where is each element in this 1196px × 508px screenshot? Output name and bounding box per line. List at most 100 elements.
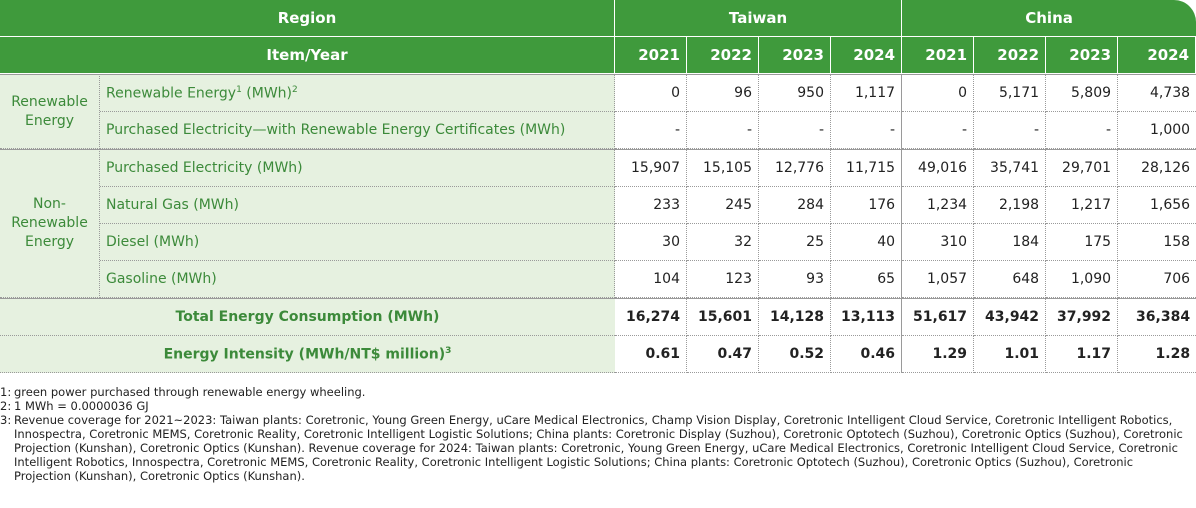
value-cell: 706 — [1118, 261, 1196, 298]
value-cell: 12,776 — [759, 149, 831, 187]
value-cell: 176 — [831, 187, 903, 224]
group-label: Non-Renewable Energy — [0, 149, 100, 298]
year-header: 2024 — [1118, 37, 1196, 74]
year-header: 2021 — [615, 37, 687, 74]
value-cell: 2,198 — [974, 187, 1047, 224]
value-cell: 1,090 — [1046, 261, 1119, 298]
value-cell: 184 — [974, 224, 1047, 261]
value-cell: - — [615, 112, 687, 149]
value-cell: 0 — [902, 74, 975, 112]
data-row: Diesel (MWh) 30 32 25 40 310 184 175 158 — [0, 224, 1196, 261]
region-name: China — [902, 0, 1196, 37]
value-cell: 1,000 — [1118, 112, 1196, 149]
label-text: Purchased Electricity—with Renewable Ene… — [106, 122, 566, 138]
footnote-ref: 1 — [236, 84, 242, 95]
item-label: Renewable Energy1 (MWh)2 — [100, 74, 615, 112]
value-cell: 950 — [759, 74, 831, 112]
item-label: Purchased Electricity—with Renewable Ene… — [100, 112, 615, 149]
value-cell: 5,171 — [974, 74, 1047, 112]
data-row: Purchased Electricity—with Renewable Ene… — [0, 112, 1196, 149]
value-cell: 0.61 — [615, 336, 687, 373]
year-header: 2023 — [759, 37, 831, 74]
footnotes: 1: green power purchased through renewabl… — [0, 385, 1196, 483]
value-cell: - — [902, 112, 975, 149]
label-text: Renewable Energy — [106, 85, 237, 102]
value-cell: 1.28 — [1118, 336, 1196, 373]
label-text: Total Energy Consumption (MWh) — [175, 309, 440, 325]
value-cell: 32 — [687, 224, 759, 261]
footnote-text: 1 MWh = 0.0000036 GJ — [14, 399, 149, 413]
value-cell: 49,016 — [902, 149, 975, 187]
value-cell: 16,274 — [615, 298, 687, 336]
value-cell: 30 — [615, 224, 687, 261]
value-cell: 93 — [759, 261, 831, 298]
footnote: 3: Revenue coverage for 2021~2023: Taiwan… — [0, 413, 1196, 483]
value-cell: - — [1046, 112, 1119, 149]
energy-table: Region Taiwan China Item/Year 2021 2022 2023 20… — [0, 0, 1196, 373]
footnote: 1: green power purchased through renewabl… — [0, 385, 1196, 399]
value-cell: 648 — [974, 261, 1047, 298]
footnote-ref: 3 — [445, 345, 452, 356]
data-row: Gasoline (MWh) 104 123 93 65 1,057 648 1,090 706 — [0, 261, 1196, 298]
value-cell: 14,128 — [759, 298, 831, 336]
value-cell: 175 — [1046, 224, 1119, 261]
year-header: 2023 — [1046, 37, 1119, 74]
value-cell: 1.17 — [1046, 336, 1119, 373]
value-cell: 0 — [615, 74, 687, 112]
value-cell: 36,384 — [1118, 298, 1196, 336]
item-label: Gasoline (MWh) — [100, 261, 615, 298]
value-cell: 65 — [831, 261, 903, 298]
value-cell: - — [831, 112, 903, 149]
group-label: Renewable Energy — [0, 74, 100, 149]
value-cell: - — [759, 112, 831, 149]
value-cell: 1,217 — [1046, 187, 1119, 224]
value-cell: - — [687, 112, 759, 149]
item-label: Purchased Electricity (MWh) — [100, 149, 615, 187]
value-cell: 233 — [615, 187, 687, 224]
value-cell: 0.46 — [831, 336, 903, 373]
value-cell: - — [974, 112, 1047, 149]
year-header: 2024 — [831, 37, 903, 74]
region-name: Taiwan — [615, 0, 903, 37]
value-cell: 1,234 — [902, 187, 975, 224]
header-row: Item/Year 2021 2022 2023 2024 2021 2022 2023 202… — [0, 37, 1196, 74]
value-cell: 35,741 — [974, 149, 1047, 187]
value-cell: 104 — [615, 261, 687, 298]
label-text: (MWh) — [241, 85, 292, 102]
value-cell: 11,715 — [831, 149, 903, 187]
value-cell: 158 — [1118, 224, 1196, 261]
year-header: 2021 — [902, 37, 975, 74]
value-cell: 15,907 — [615, 149, 687, 187]
value-cell: 29,701 — [1046, 149, 1119, 187]
value-cell: 1,656 — [1118, 187, 1196, 224]
total-row: Total Energy Consumption (MWh) 16,274 15,6… — [0, 298, 1196, 336]
value-cell: 4,738 — [1118, 74, 1196, 112]
header-row: Region Taiwan China — [0, 0, 1196, 37]
item-label: Diesel (MWh) — [100, 224, 615, 261]
value-cell: 96 — [687, 74, 759, 112]
data-row: Natural Gas (MWh) 233 245 284 176 1,234 2,198 1… — [0, 187, 1196, 224]
data-row: Non-Renewable Energy Purchased Electricit… — [0, 149, 1196, 298]
total-row: Energy Intensity (MWh/NT$ million)3 0.61 0… — [0, 336, 1196, 373]
region-header: Region — [0, 0, 615, 37]
value-cell: 28,126 — [1118, 149, 1196, 187]
value-cell: 0.52 — [759, 336, 831, 373]
value-cell: 1,057 — [902, 261, 975, 298]
value-cell: 123 — [687, 261, 759, 298]
value-cell: 284 — [759, 187, 831, 224]
value-cell: 51,617 — [902, 298, 975, 336]
footnote-text: Revenue coverage for 2021~2023: Taiwan p… — [14, 413, 1183, 483]
data-row: Renewable Energy Renewable Energy1 (MWh)2… — [0, 74, 1196, 149]
footnote-text: green power purchased through renewable … — [14, 385, 366, 399]
value-cell: 15,601 — [687, 298, 759, 336]
value-cell: 13,113 — [831, 298, 903, 336]
value-cell: 1,117 — [831, 74, 903, 112]
total-label: Total Energy Consumption (MWh) — [0, 298, 615, 336]
label-text: Energy Intensity (MWh/NT$ million) — [163, 346, 446, 363]
footnote: 2: 1 MWh = 0.0000036 GJ — [0, 399, 1196, 413]
value-cell: 43,942 — [974, 298, 1047, 336]
value-cell: 245 — [687, 187, 759, 224]
value-cell: 25 — [759, 224, 831, 261]
label-text: Purchased Electricity (MWh) — [106, 160, 303, 176]
